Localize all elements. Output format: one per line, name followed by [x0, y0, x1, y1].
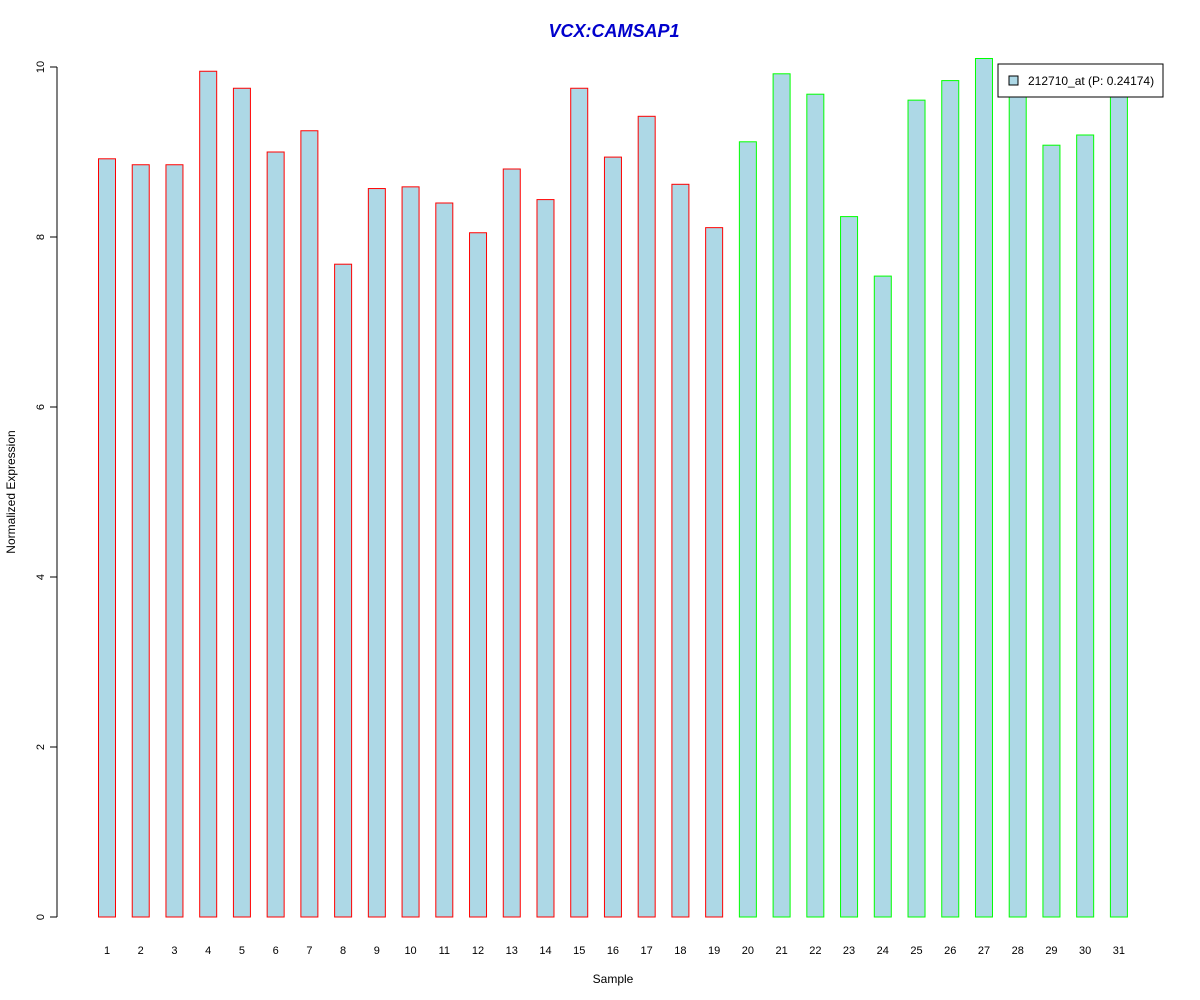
bar-sample-15	[570, 87, 589, 918]
bar-sample-20	[738, 141, 757, 918]
x-tick-label: 2	[138, 945, 144, 957]
x-tick-label: 8	[340, 945, 346, 957]
x-tick-label: 19	[708, 945, 720, 957]
legend-label: 212710_at (P: 0.24174)	[1028, 74, 1154, 88]
y-axis-label: Normalized Expression	[4, 430, 18, 553]
x-tick-label: 28	[1012, 945, 1024, 957]
x-tick-label: 5	[239, 945, 245, 957]
x-tick-label: 3	[171, 945, 177, 957]
x-tick-labels: 1 2 3 4 5 6 7 8 9 10 11 12 13 14 15 16 17 18 19 20 21 22 23 24 2…	[104, 945, 1125, 957]
bar-sample-9	[367, 188, 386, 918]
y-tick-label: 6	[35, 404, 47, 410]
x-tick-label: 10	[404, 945, 416, 957]
bar-sample-30	[1076, 134, 1095, 918]
x-tick-label: 18	[674, 945, 686, 957]
x-tick-label: 7	[306, 945, 312, 957]
x-tick-label: 11	[439, 945, 450, 957]
bars-group	[98, 58, 1128, 918]
legend: 212710_at (P: 0.24174)	[997, 63, 1164, 98]
bar-sample-22	[806, 93, 825, 918]
bar-sample-7	[300, 130, 319, 918]
x-tick-label: 6	[273, 945, 279, 957]
bar-sample-12	[469, 232, 488, 918]
x-tick-label: 14	[539, 945, 551, 957]
y-axis: 0 2 4 6 8 10	[35, 61, 58, 920]
bar-sample-31	[1109, 87, 1128, 918]
bar-sample-6	[266, 151, 285, 918]
bar-sample-2	[131, 164, 150, 918]
y-tick-label: 8	[35, 234, 47, 240]
x-tick-label: 15	[573, 945, 585, 957]
bar-sample-10	[401, 186, 420, 918]
y-tick-label: 2	[35, 744, 47, 750]
x-tick-label: 23	[843, 945, 855, 957]
x-tick-label: 20	[742, 945, 754, 957]
bar-sample-14	[536, 199, 555, 918]
x-tick-label: 27	[978, 945, 990, 957]
bar-sample-1	[98, 158, 116, 918]
x-tick-label: 9	[374, 945, 380, 957]
y-tick-label: 0	[35, 914, 47, 920]
x-tick-label: 30	[1079, 945, 1091, 957]
bar-sample-16	[603, 156, 622, 918]
bar-sample-21	[772, 73, 791, 918]
x-tick-label: 29	[1045, 945, 1057, 957]
bar-sample-5	[232, 87, 251, 918]
bar-sample-23	[840, 216, 859, 918]
bar-sample-17	[637, 115, 656, 918]
x-tick-label: 24	[877, 945, 889, 957]
x-tick-label: 25	[910, 945, 922, 957]
bar-sample-4	[199, 70, 218, 918]
x-tick-label: 26	[944, 945, 956, 957]
x-tick-label: 16	[607, 945, 619, 957]
x-axis-label: Sample	[593, 972, 634, 986]
bar-sample-3	[165, 164, 184, 918]
x-tick-label: 31	[1113, 945, 1125, 957]
bar-sample-29	[1042, 144, 1061, 918]
y-tick-label: 10	[35, 61, 47, 73]
x-tick-label: 22	[809, 945, 821, 957]
bar-sample-19	[705, 227, 724, 918]
bar-sample-25	[907, 99, 926, 918]
chart-title: VCX:CAMSAP1	[548, 21, 679, 41]
legend-box	[997, 63, 1164, 98]
x-tick-label: 21	[775, 945, 787, 957]
bar-sample-13	[502, 168, 521, 918]
x-tick-label: 13	[506, 945, 518, 957]
bar-sample-24	[873, 275, 892, 918]
bar-sample-18	[671, 183, 690, 918]
x-tick-label: 17	[641, 945, 653, 957]
bar-sample-27	[974, 58, 993, 918]
bar-sample-11	[435, 202, 454, 918]
bar-sample-8	[334, 263, 353, 918]
bar-sample-28	[1008, 92, 1027, 918]
x-tick-label: 1	[104, 945, 110, 957]
x-tick-label: 12	[472, 945, 484, 957]
y-tick-label: 4	[35, 574, 47, 580]
x-tick-label: 4	[205, 945, 211, 957]
bar-sample-26	[941, 80, 960, 918]
legend-swatch	[1008, 75, 1019, 86]
